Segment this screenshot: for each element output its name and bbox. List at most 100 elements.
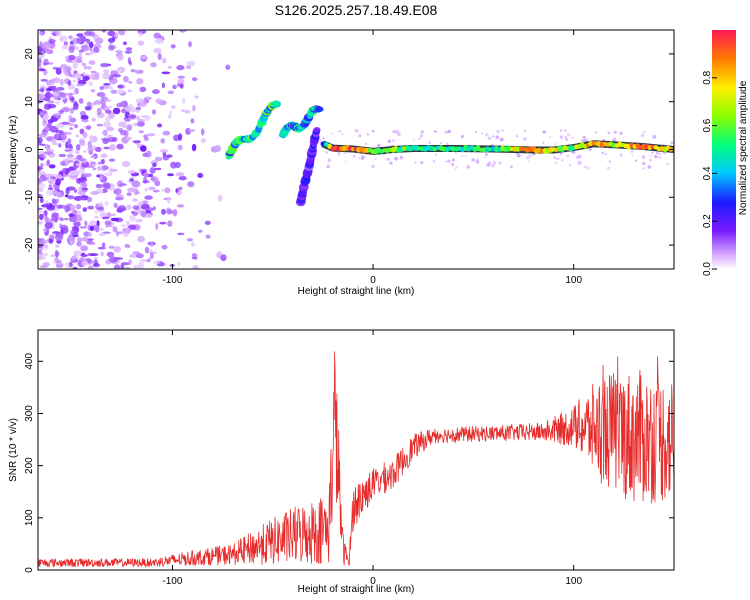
colorbar: 0.0 0.2 0.4 0.6 0.8 Normalized spectral ampl… xyxy=(702,30,749,276)
noise-blob xyxy=(60,63,68,70)
noise-dot xyxy=(428,141,432,145)
colorbar-tick-label: 0.8 xyxy=(702,70,713,84)
noise-dot xyxy=(393,130,397,134)
noise-dot xyxy=(487,162,491,167)
noise-blob xyxy=(87,146,93,152)
noise-dot xyxy=(445,160,448,163)
noise-blob xyxy=(55,262,65,266)
noise-blob xyxy=(93,34,100,42)
spectrogram-image xyxy=(38,30,674,269)
noise-blob xyxy=(135,253,144,259)
noise-blob xyxy=(44,216,49,223)
snr-axes: -100 0 100 0 100 200 300 400 xyxy=(24,330,674,587)
noise-dot xyxy=(528,154,532,158)
colorbar-tick-label: 0.2 xyxy=(702,214,713,228)
noise-blob xyxy=(86,125,92,130)
noise-blob xyxy=(89,225,94,232)
noise-blob xyxy=(108,45,115,51)
noise-dot xyxy=(496,129,500,134)
ridge-blob xyxy=(413,145,419,152)
noise-blob xyxy=(127,224,137,230)
y-tick-label: -10 xyxy=(24,190,35,205)
noise-blob xyxy=(136,78,144,85)
noise-blob xyxy=(123,41,127,46)
noise-blob xyxy=(214,144,222,152)
noise-blob xyxy=(200,128,205,136)
noise-dot xyxy=(564,136,567,139)
noise-dot xyxy=(632,154,634,157)
noise-dot xyxy=(451,158,455,162)
noise-blob xyxy=(139,258,147,263)
noise-blob xyxy=(74,189,78,193)
noise-dot xyxy=(499,137,504,142)
noise-blob xyxy=(190,118,195,124)
noise-blob xyxy=(63,131,72,136)
noise-dot xyxy=(379,154,382,157)
noise-blob xyxy=(69,229,78,236)
noise-blob xyxy=(152,206,156,211)
noise-blob xyxy=(146,258,152,263)
noise-dot xyxy=(501,129,504,132)
noise-blob xyxy=(65,147,73,151)
noise-blob xyxy=(51,138,57,145)
noise-dot xyxy=(485,133,489,137)
noise-dot xyxy=(364,142,368,146)
noise-blob xyxy=(38,136,43,144)
noise-blob xyxy=(67,138,72,145)
noise-dot xyxy=(552,155,557,159)
noise-blob xyxy=(75,58,83,64)
noise-blob xyxy=(150,252,154,259)
noise-blob xyxy=(39,213,44,221)
noise-blob xyxy=(73,250,83,256)
noise-blob xyxy=(155,98,163,104)
noise-blob xyxy=(153,47,162,54)
snr-panel: -100 0 100 0 100 200 300 400 Height of straight… xyxy=(8,329,675,595)
noise-blob xyxy=(103,121,111,128)
colorbar-ticks: 0.0 0.2 0.4 0.6 0.8 xyxy=(702,70,717,276)
noise-blob xyxy=(170,44,176,49)
noise-blob xyxy=(47,187,54,190)
noise-blob xyxy=(178,176,187,181)
noise-blob xyxy=(78,98,84,104)
noise-blob xyxy=(103,69,110,74)
noise-blob xyxy=(58,92,66,98)
noise-blob xyxy=(194,95,199,99)
noise-dot xyxy=(358,156,362,160)
noise-blob xyxy=(177,75,186,79)
noise-dot xyxy=(528,160,531,163)
noise-blob xyxy=(95,225,100,233)
noise-blob xyxy=(155,223,159,230)
y-tick-label: 100 xyxy=(24,509,35,526)
noise-blob xyxy=(49,176,56,179)
noise-dot xyxy=(460,154,464,157)
noise-blob xyxy=(109,86,113,91)
noise-blob xyxy=(192,265,199,269)
noise-blob xyxy=(175,188,179,193)
noise-dot xyxy=(395,129,400,134)
noise-blob xyxy=(95,183,103,189)
noise-blob xyxy=(118,30,126,36)
noise-blob xyxy=(132,251,140,255)
noise-blob xyxy=(138,130,145,134)
noise-blob xyxy=(77,237,83,243)
noise-blob xyxy=(178,186,183,190)
noise-blob xyxy=(129,215,136,222)
noise-blob xyxy=(40,87,45,93)
noise-blob xyxy=(154,167,162,171)
noise-blob xyxy=(99,212,108,218)
noise-dot xyxy=(366,133,369,136)
noise-blob xyxy=(145,150,152,158)
noise-blob xyxy=(55,233,60,237)
noise-blob xyxy=(103,146,111,150)
noise-dot xyxy=(635,159,638,162)
noise-dot xyxy=(464,154,467,157)
noise-blob xyxy=(90,155,96,159)
noise-blob xyxy=(87,265,94,269)
noise-blob xyxy=(126,192,132,196)
noise-blob xyxy=(176,65,185,71)
noise-blob xyxy=(59,78,64,86)
noise-blob xyxy=(51,80,54,86)
noise-blob xyxy=(129,253,137,258)
noise-blob xyxy=(83,65,87,70)
noise-blob xyxy=(157,52,162,61)
